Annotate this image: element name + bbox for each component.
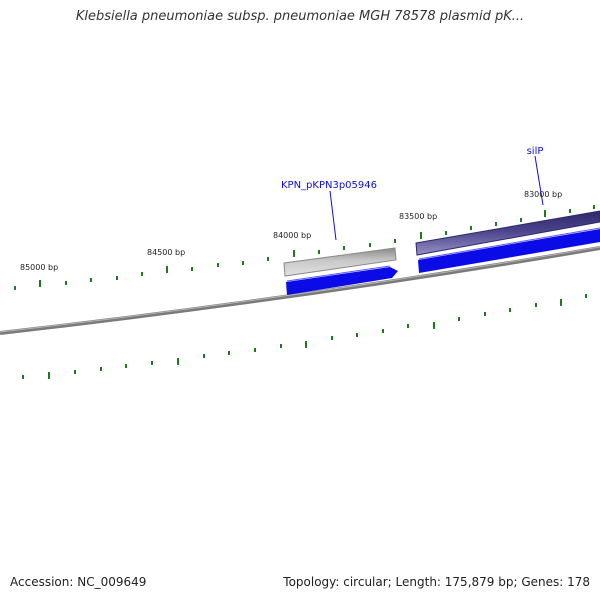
inner-position-ruler bbox=[22, 294, 587, 379]
gene-label-leader-silp bbox=[534, 155, 544, 206]
cds-arrow-1[interactable] bbox=[286, 267, 398, 295]
plasmid-backbone-highlight bbox=[0, 246, 600, 333]
position-label-84000: 84000 bp bbox=[273, 231, 311, 240]
position-label-83000: 83000 bp bbox=[524, 190, 562, 199]
gene-label-leader-kpn bbox=[329, 190, 337, 241]
cds-arrow-2-highlight bbox=[418, 227, 600, 260]
gene-label-silp[interactable]: silP bbox=[527, 146, 544, 157]
cds-arrow-1-highlight bbox=[286, 265, 391, 282]
position-label-85000: 85000 bp bbox=[20, 263, 58, 272]
map-title: Klebsiella pneumoniae subsp. pneumoniae … bbox=[75, 9, 525, 24]
cds-arrow-2[interactable] bbox=[418, 229, 600, 273]
gene-kpn-pkpn3p05946[interactable] bbox=[283, 247, 397, 277]
plasmid-backbone bbox=[0, 246, 600, 335]
outer-position-ruler bbox=[14, 205, 595, 290]
topology-summary: Topology: circular; Length: 175,879 bp; … bbox=[283, 575, 590, 589]
position-label-83500: 83500 bp bbox=[399, 212, 437, 221]
gene-label-kpn-pkpn3p05946[interactable]: KPN_pKPN3p05946 bbox=[281, 180, 377, 191]
accession-label: Accession: NC_009649 bbox=[10, 575, 147, 589]
position-label-84500: 84500 bp bbox=[147, 248, 185, 257]
gene-silp[interactable] bbox=[415, 210, 600, 256]
